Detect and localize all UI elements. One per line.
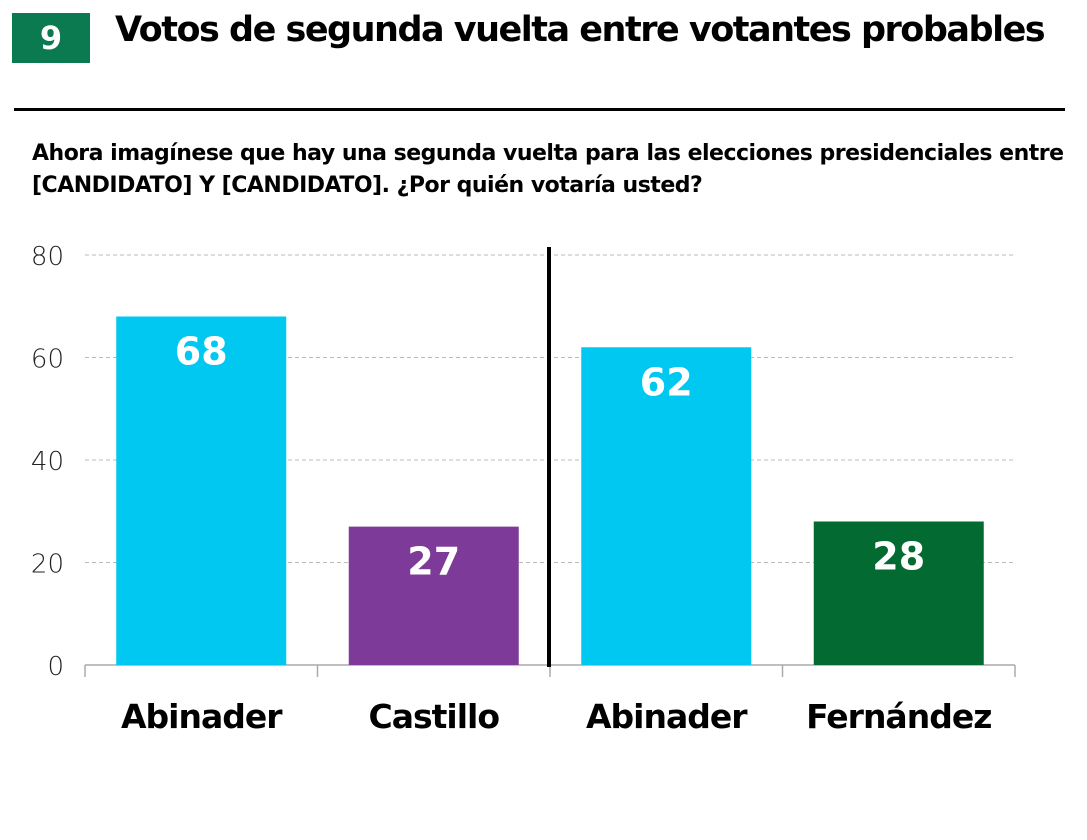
bar: [116, 316, 287, 665]
data-label: 62: [640, 360, 693, 404]
bar: [581, 347, 752, 665]
y-tick-label: 20: [31, 550, 64, 580]
x-tick-label: Abinader: [586, 697, 748, 736]
y-tick-label: 40: [31, 447, 64, 477]
title-divider: [14, 108, 1065, 111]
chart-title: Votos de segunda vuelta entre votantes p…: [115, 10, 1046, 50]
y-tick-label: 0: [47, 652, 64, 682]
data-label: 27: [407, 540, 460, 584]
x-tick-label: Fernández: [806, 697, 991, 736]
y-tick-label: 60: [31, 345, 64, 375]
y-tick-label: 80: [31, 242, 64, 272]
bar: [813, 521, 984, 665]
x-tick-label: Abinader: [121, 697, 283, 736]
data-label: 28: [872, 535, 925, 579]
x-tick-label: Castillo: [368, 697, 499, 736]
data-label: 68: [175, 330, 228, 374]
chart-number-badge: 9: [12, 13, 90, 63]
bar: [348, 526, 519, 665]
survey-question: Ahora imagínese que hay una segunda vuel…: [32, 141, 1064, 198]
